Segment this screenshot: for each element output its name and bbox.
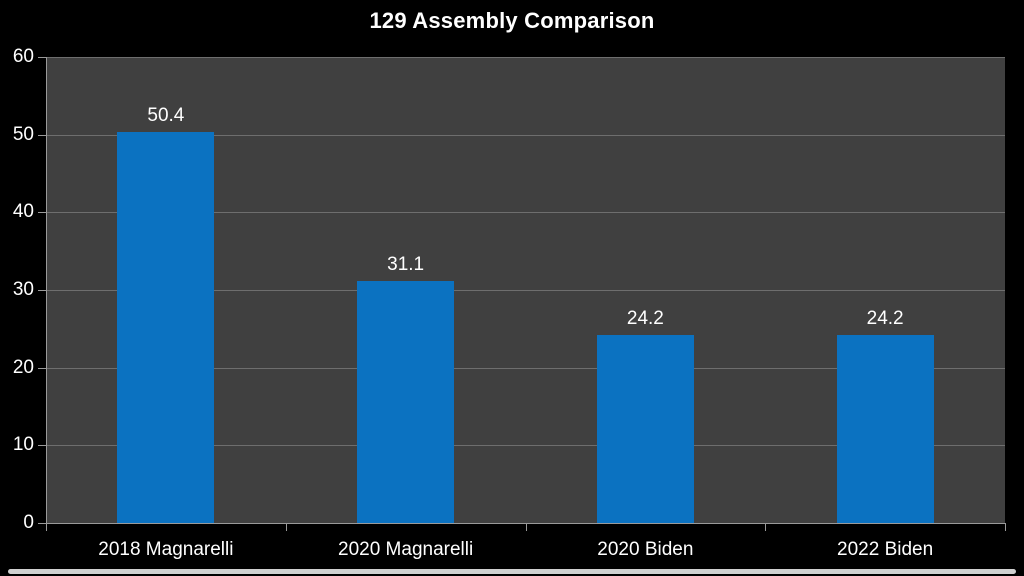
bar-value-label: 50.4: [147, 104, 185, 126]
gridline: [46, 134, 1005, 136]
gridline: [46, 212, 1005, 214]
gridline: [46, 367, 1005, 369]
x-axis-tick: [765, 523, 767, 531]
bar-2020-biden: [596, 335, 694, 523]
x-axis-tick: [1005, 523, 1006, 531]
x-axis-label: 2020 Biden: [597, 539, 694, 560]
x-axis-tick: [285, 523, 287, 531]
gridline: [46, 290, 1005, 291]
y-axis-tick: [38, 134, 46, 136]
slide-edge-strip: [8, 569, 1016, 574]
x-axis-tick: [525, 523, 527, 531]
x-axis-label: 2020 Magnarelli: [338, 539, 474, 560]
plot-area: [46, 57, 1005, 523]
y-axis-tick: [38, 523, 46, 524]
y-axis-label: 40: [12, 201, 34, 223]
y-axis-line: [46, 57, 47, 524]
y-axis-label: 30: [12, 279, 34, 300]
x-axis-tick: [46, 523, 47, 531]
chart-title: 129 Assembly Comparison: [369, 8, 655, 33]
y-axis-tick: [38, 212, 46, 214]
bar-value-label: 24.2: [626, 308, 664, 330]
bar-2018-magnarelli: [117, 131, 215, 523]
y-axis-label: 10: [12, 434, 34, 456]
x-axis-label: 2018 Magnarelli: [98, 539, 234, 560]
y-axis-label: 60: [12, 46, 34, 67]
gridline: [46, 57, 1005, 58]
y-axis-label: 20: [12, 356, 34, 378]
y-axis-tick: [38, 57, 46, 58]
bar-value-label: 24.2: [866, 308, 904, 330]
bar-2020-magnarelli: [357, 281, 455, 523]
x-axis-label: 2022 Biden: [837, 539, 934, 560]
y-axis-tick: [38, 290, 46, 291]
y-axis-tick: [38, 445, 46, 447]
bar-value-label: 31.1: [387, 254, 425, 276]
y-axis-label: 50: [12, 123, 34, 145]
y-axis-tick: [38, 367, 46, 369]
bar-2022-biden: [836, 335, 934, 523]
gridline: [46, 445, 1005, 447]
y-axis-label: 0: [23, 512, 34, 533]
